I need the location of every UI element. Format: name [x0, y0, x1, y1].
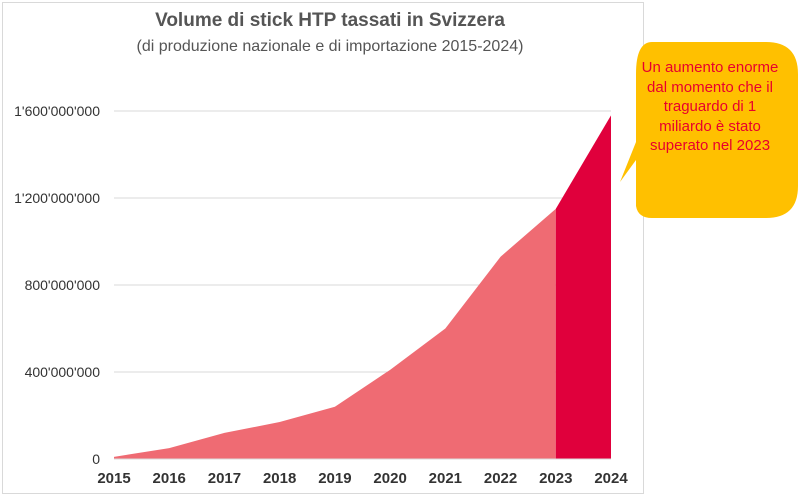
y-tick-label: 400'000'000 — [25, 364, 101, 380]
y-tick-label: 1'600'000'000 — [14, 103, 100, 119]
x-tick-label: 2015 — [97, 470, 130, 487]
x-tick-label: 2017 — [208, 470, 241, 487]
x-tick-label: 2018 — [263, 470, 296, 487]
y-tick-label: 0 — [92, 451, 100, 467]
x-tick-label: 2019 — [318, 470, 351, 487]
x-tick-label: 2022 — [484, 470, 517, 487]
x-tick-label: 2016 — [153, 470, 186, 487]
x-tick-label: 2024 — [594, 470, 628, 487]
annotation-callout — [620, 42, 798, 218]
x-tick-label: 2021 — [429, 470, 462, 487]
annotation-text: Un aumento enorme dal momento che il tra… — [641, 59, 779, 154]
area-series — [114, 208, 556, 459]
area-highlight — [555, 115, 611, 459]
y-tick-label: 1'200'000'000 — [14, 190, 100, 206]
chart-title: Volume di stick HTP tassati in Svizzera — [155, 10, 505, 31]
y-tick-label: 800'000'000 — [25, 277, 101, 293]
x-tick-label: 2023 — [539, 470, 572, 487]
x-tick-label: 2020 — [373, 470, 406, 487]
chart-subtitle: (di produzione nazionale e di importazio… — [136, 38, 524, 55]
